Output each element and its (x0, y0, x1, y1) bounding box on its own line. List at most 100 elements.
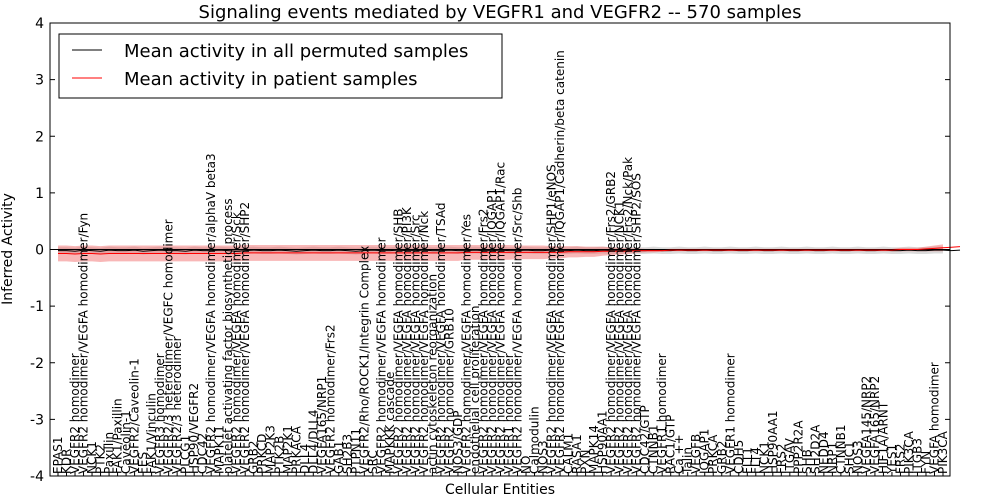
entity-label: ITGAV (783, 437, 797, 474)
y-tick-label: -1 (30, 299, 44, 315)
entity-label: CALM1 (562, 433, 576, 474)
entity-label: GRB2 (247, 440, 261, 474)
entity-label: SRC (366, 450, 380, 474)
entity-label: VEGFR2 homodimer/VEGFA homodimer/Sck (230, 212, 244, 474)
entity-label: VEGFR2 homodimer/VEGFA homodimer/Yes (459, 214, 473, 474)
entity-label: NOS3 (536, 440, 550, 474)
entity-label: FLT4 (749, 447, 763, 474)
legend-label-permuted: Mean activity in all permuted samples (124, 41, 468, 62)
entity-label: SH2D2A (808, 424, 822, 474)
entity-label: SHB (800, 449, 814, 474)
entity-label: EPAS1 (51, 436, 65, 474)
patient-band (58, 244, 943, 262)
entity-label: DLL4/DLL4 (306, 409, 320, 474)
entity-label: VEGFR2 homodimer (68, 353, 82, 474)
entity-label: NCK1 (757, 441, 771, 474)
entity-label: NOS3/GDP (451, 411, 465, 475)
entity-label: CDC42/GTP (638, 405, 652, 474)
entity-label: Talin (681, 447, 695, 475)
entity-label: VEGFR2 homodimer/VEGFA homodimer/Frs2/GR… (604, 171, 618, 474)
entity-label: NOS3 (851, 440, 865, 474)
plot-frame (49, 22, 951, 477)
entity-label: VEGFR2 homodimer/VEGFA homodimer/Src (408, 214, 422, 474)
y-tick-label: -2 (30, 356, 44, 372)
entity-label: Ca ++ (672, 434, 686, 474)
entity-label: NRP1 (825, 442, 839, 474)
entity-label: CDH5 (732, 440, 746, 474)
entity-label: PRKCD (255, 434, 269, 474)
y-tick-label: 3 (35, 73, 44, 89)
entity-label: DLL4 (298, 444, 312, 474)
entity-label: CTNNB1 (834, 424, 848, 474)
entity-label: VEGFR2 homodimer/VEGFA homodimer/Frs2/Nc… (621, 157, 635, 474)
entity-label: VEGFA145/NRP2 (859, 376, 873, 474)
entity-label: VEGFR3 homodimer (153, 353, 167, 474)
entity-label: YES1 (885, 444, 899, 475)
entity-label: SHC1 (842, 441, 856, 474)
entity-label: FRS2 (893, 444, 907, 475)
legend-label-patient: Mean activity in patient samples (124, 69, 418, 90)
entity-label: FYN (919, 451, 933, 474)
entity-label: PIK3CA (902, 430, 916, 474)
entity-label: SH2B3 (340, 434, 354, 474)
entity-label: RAC1/GTP (664, 415, 678, 474)
entity-label: VEGFR2 homodimer/VEGFA homodimer/TSAd (434, 203, 448, 474)
entity-label: VEGFA homodimer (927, 362, 941, 474)
entity-label: IQGAP1 (698, 429, 712, 474)
series-lines (58, 246, 961, 255)
y-tick-label: 4 (35, 16, 44, 32)
legend: Mean activity in all permuted samples Me… (58, 33, 503, 99)
entity-label: MAPKKK cascade (383, 372, 397, 474)
x-axis-label: Cellular Entities (445, 482, 555, 498)
chart-title: Signaling events mediated by VEGFR1 and … (199, 2, 802, 23)
entity-label: HSP90AA1 (766, 410, 780, 474)
entity-label: FRS2 (774, 444, 788, 475)
entity-label: CDC42 (196, 433, 210, 474)
entity-label: NEDD4 (817, 431, 831, 474)
entity-label: VEGFR2 homodimer/VEGFA homodimer/SHP2/SO… (630, 173, 644, 474)
entity-label: VEGFR2 homodimer/VEGFA homodimer/IQGAP1/… (553, 50, 567, 474)
entity-label: FAK1/Vinculin (145, 393, 159, 474)
entity-label: VEGFR2/3 heterodimer (170, 336, 184, 474)
y-tick-label: 0 (35, 243, 44, 259)
entity-label: NCK1 (85, 441, 99, 474)
entity-label: VEGFR1 homodimer (655, 353, 669, 474)
entity-label: VEGFR2 homodimer/VEGFA homodimer/IQGAP1 (485, 188, 499, 474)
entity-label: VEGFR2 homodimer/VEGFA homodimer (374, 237, 388, 474)
y-axis-ticks: -4 -3 -2 -1 0 1 2 3 4 (30, 16, 950, 485)
entity-label: MAPK11 (213, 425, 227, 474)
entity-label: MAP2K3 (264, 425, 278, 474)
entity-label: VEGFR1 homodimer (502, 353, 516, 474)
entity-label: PTK2B (272, 436, 286, 474)
series-line-patient (58, 246, 961, 255)
entity-label: VEGFR2 homodimer/VEGFA homodimer/SHP2 (238, 202, 252, 474)
entity-label: PTK2 (94, 444, 108, 474)
entity-label: HSP90/VEGFR2 (187, 383, 201, 474)
entity-label: VEGFR2 homodimer/VEGFA homodimer/Nck (417, 211, 431, 474)
entity-label: PLCG1 (179, 435, 193, 474)
entity-label: VEGFR2 homodimer/VEGFA homodimer/PI3K (400, 206, 414, 474)
y-tick-label: -3 (30, 412, 44, 428)
entity-label: VEGFR2 homodimer/VEGFA homodimer/SHB (391, 208, 405, 474)
entity-label: VEGFR2 homodimer/VEGFA homodimer/Fyn (77, 213, 91, 474)
entity-label: VEGFR2 homodimer/VEGFA homodimer/alphaV … (204, 153, 218, 474)
entity-label: actin cytoskeleton reorganization (425, 274, 439, 474)
entity-label: Calmodulin (528, 406, 542, 474)
entity-label: VEGFB (689, 434, 703, 474)
entity-label: KDR (60, 449, 74, 474)
entity-label: VEGFR2 homodimer/VEGFA homodimer/IQGAP1/… (494, 162, 508, 474)
entity-label: MAP2K1 (281, 425, 295, 474)
entity-label: VEGFR2 homodimer/VEGFA homodimer/Frs2 (476, 209, 490, 475)
entity-label: CTNNB1 (647, 424, 661, 474)
y-tick-label: -4 (30, 469, 44, 485)
entity-label: platelet activating factor biosynthetic … (221, 198, 235, 474)
entity-label: VEGFR2/Caveolin-1 (128, 358, 142, 474)
entity-label: VEGFR2 homodimer/Frs2 (323, 324, 337, 474)
entity-label: VEGFA165/NRP1 (315, 376, 329, 474)
entity-label: HIF1A/ARNT (876, 401, 890, 474)
entity-label: GRB2 (715, 440, 729, 474)
entity-label: FAK1/Paxillin (111, 398, 125, 474)
entity-label: endothelial cell proliferation (468, 306, 482, 474)
entity-label: NO (519, 456, 533, 474)
